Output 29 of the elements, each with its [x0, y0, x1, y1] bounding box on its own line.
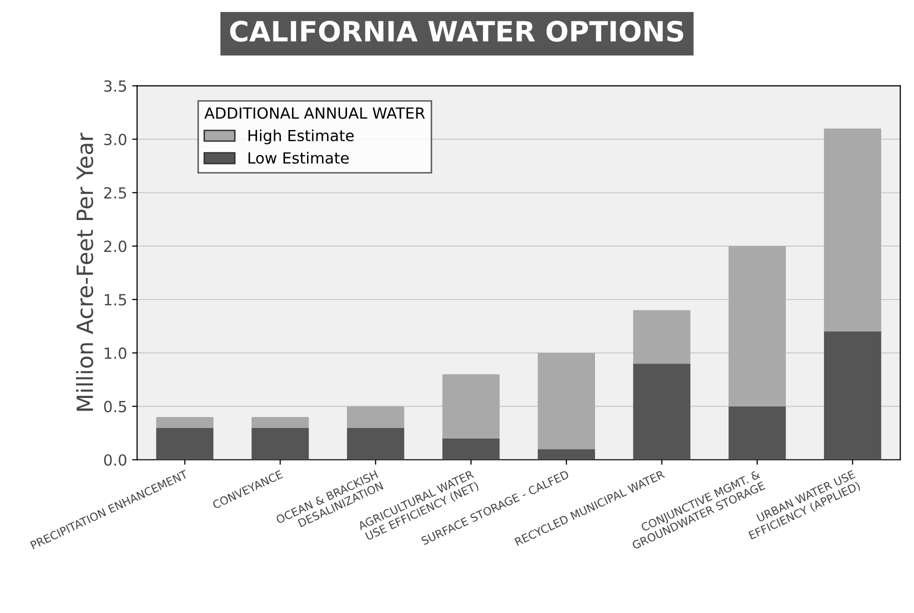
- bar: [442, 438, 500, 460]
- bar: [824, 128, 882, 332]
- y-tick-label: 2.5: [104, 187, 126, 199]
- y-tick-label: 1.5: [104, 294, 126, 306]
- y-tick-label: 0.5: [104, 400, 126, 412]
- bar: [442, 374, 500, 438]
- bar: [728, 406, 786, 460]
- bar: [538, 352, 596, 450]
- y-tick-label: 1.0: [104, 347, 126, 359]
- legend-label: High Estimate: [248, 129, 354, 144]
- bar: [728, 246, 786, 406]
- legend-title: ADDITIONAL ANNUAL WATER: [204, 107, 425, 119]
- bar: [824, 332, 882, 460]
- bar: [156, 428, 214, 460]
- bar: [346, 428, 404, 460]
- chart-title: CALIFORNIA WATER OPTIONS: [230, 20, 684, 42]
- bar: [346, 406, 404, 428]
- bar: [633, 310, 690, 364]
- bar: [633, 364, 690, 460]
- bar: [156, 417, 214, 428]
- bar: [252, 417, 309, 428]
- y-axis-title: Million Acre-Feet Per Year: [76, 132, 94, 411]
- y-tick-label: 0.0: [104, 454, 126, 466]
- legend-label: Low Estimate: [248, 152, 349, 164]
- y-tick-label: 2.0: [104, 240, 126, 252]
- y-tick-label: 3.0: [104, 134, 126, 146]
- bar: [252, 428, 309, 460]
- bar: [538, 449, 596, 460]
- y-tick-label: 3.5: [104, 80, 126, 92]
